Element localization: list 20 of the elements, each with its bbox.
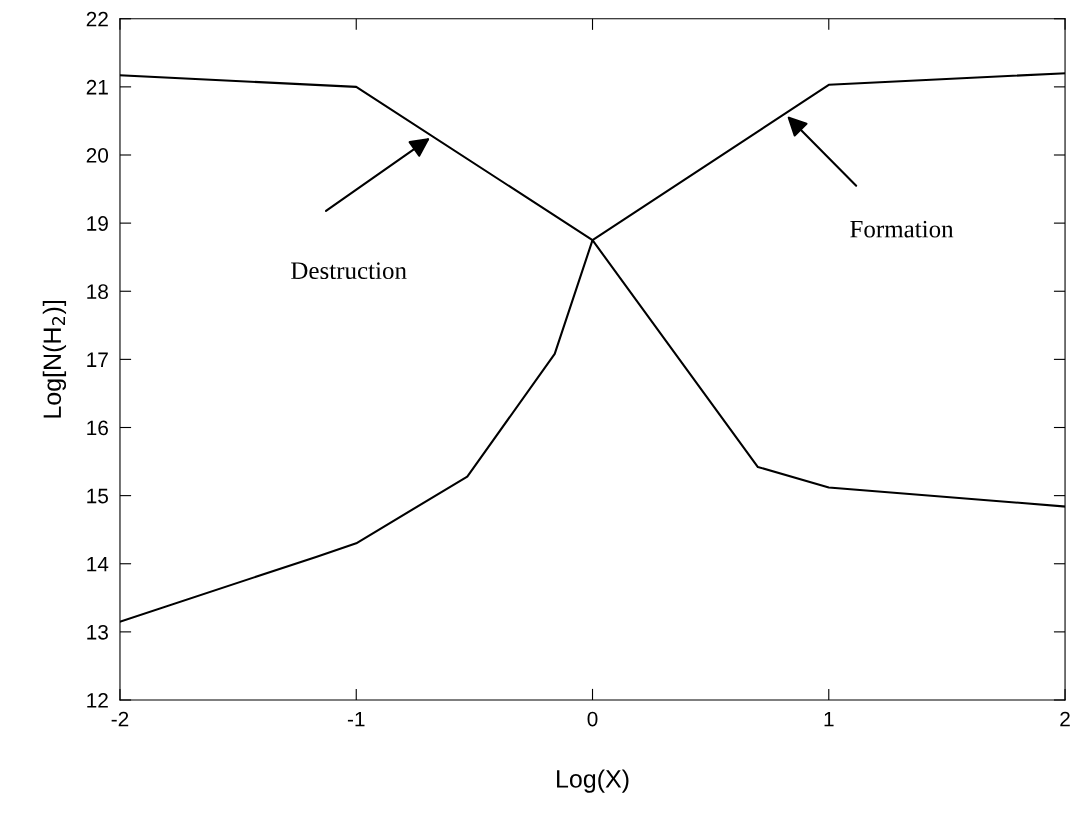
y-tick-label: 18 [87, 284, 108, 299]
y-tick-label: 12 [87, 693, 108, 708]
x-axis-title: Log(X) [557, 769, 629, 793]
y-tick-label: 22 [86, 11, 108, 27]
y-tick-label: 16 [87, 420, 108, 436]
y-tick-label: 14 [87, 556, 109, 572]
x-tick-label: 0 [587, 711, 598, 727]
y-tick-label: 13 [87, 624, 108, 640]
y-tick-label: 19 [87, 216, 108, 231]
y-tick-label: 21 [86, 79, 108, 95]
y-tick-label: 20 [86, 148, 109, 163]
y-tick-label: 17 [87, 352, 108, 367]
x-tick-label: 1 [824, 711, 834, 727]
x-tick-label: -1 [347, 711, 365, 727]
y-axis-title: Log[N(H$_{2}$)] [42, 300, 67, 418]
y-tick-label: 15 [87, 488, 108, 504]
annotation: Formation [850, 220, 954, 238]
x-tick-label: 2 [1060, 711, 1070, 727]
x-tick-label: -2 [111, 711, 129, 727]
annotation: Destruction [291, 262, 407, 280]
